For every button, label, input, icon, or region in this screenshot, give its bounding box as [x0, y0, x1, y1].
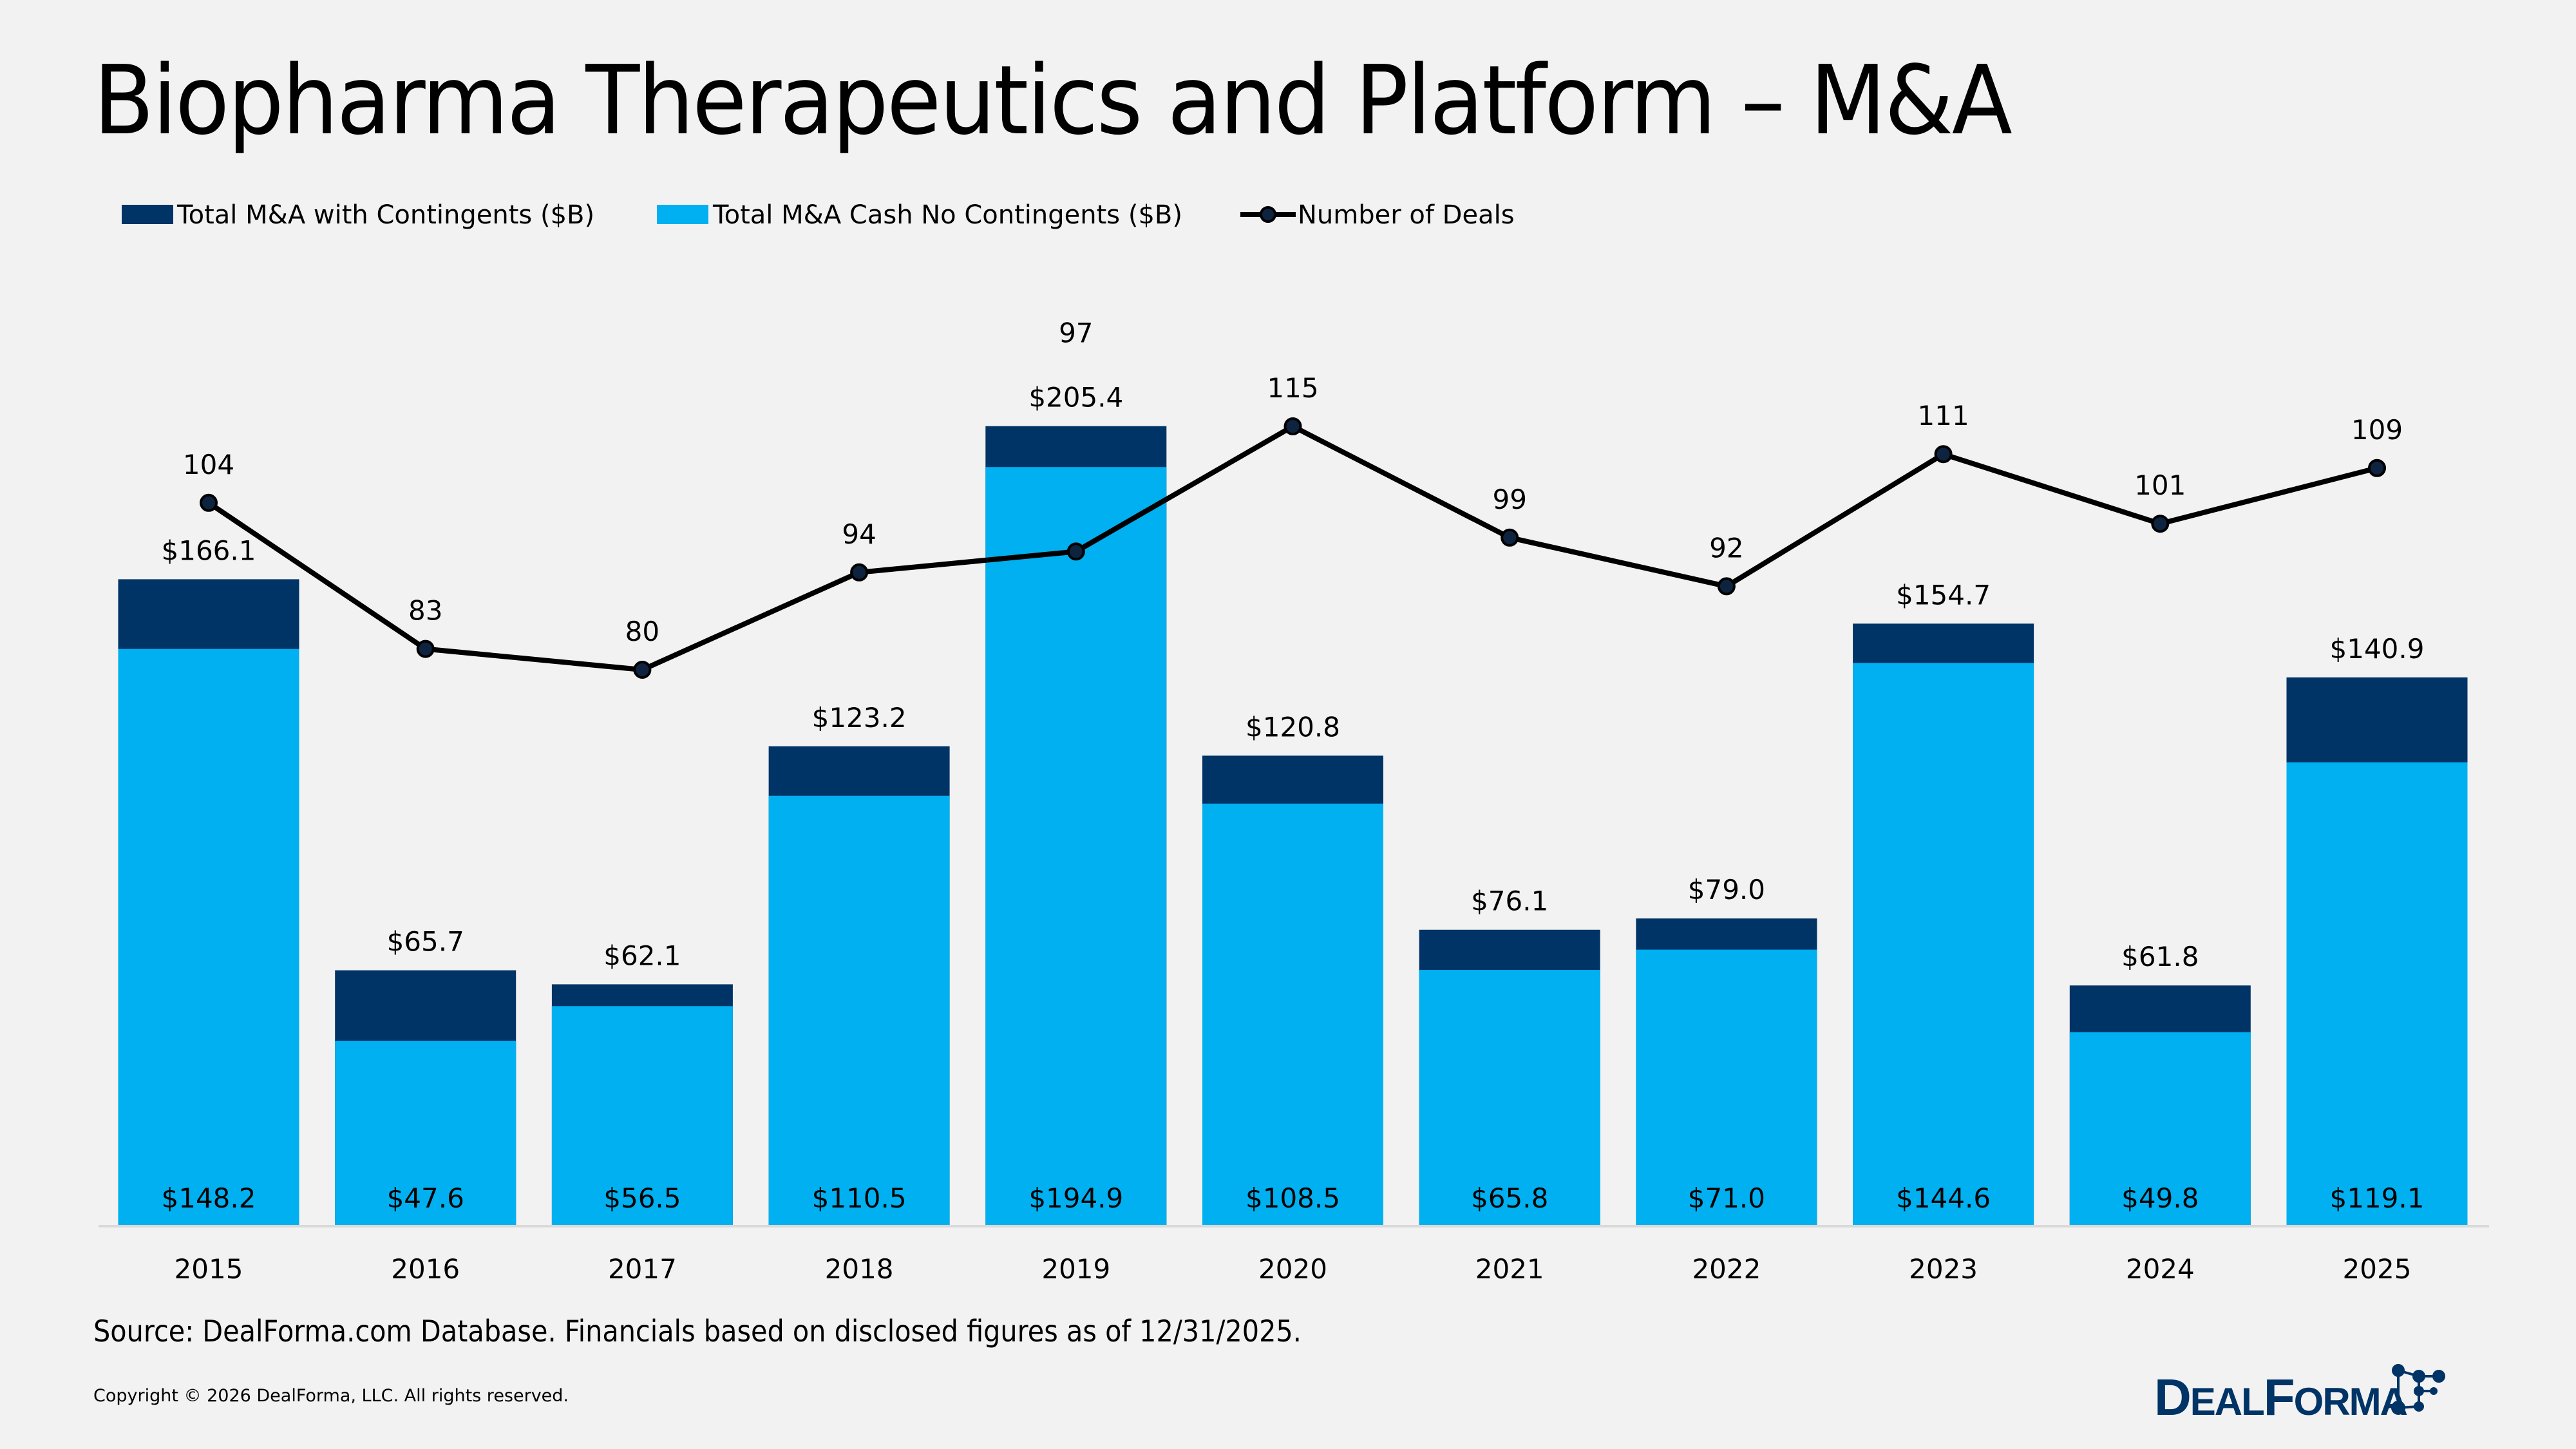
bar-cash-2025 — [2286, 762, 2468, 1226]
label-contingents-2021: $76.1 — [1471, 886, 1548, 917]
legend-label-contingents: Total M&A with Contingents ($B) — [176, 200, 594, 230]
bar-cash-2022 — [1636, 949, 1817, 1226]
label-deals-2017: 80 — [625, 616, 659, 647]
bar-cash-2019 — [985, 467, 1167, 1226]
point-deals-2016 — [416, 639, 435, 658]
bar-cash-2018 — [768, 795, 950, 1226]
svg-text:DEALFORMA: DEALFORMA — [2154, 1368, 2407, 1426]
label-cash-2015: $148.2 — [162, 1182, 256, 1214]
label-deals-2024: 101 — [2134, 469, 2186, 501]
label-cash-2024: $49.8 — [2121, 1182, 2199, 1214]
label-deals-2025: 109 — [2351, 414, 2403, 446]
legend-label-deals: Number of Deals — [1298, 200, 1515, 230]
x-tick-2023: 2023 — [1909, 1253, 1978, 1285]
legend-swatch-cash — [657, 205, 708, 224]
bar-cash-2015 — [118, 649, 299, 1226]
label-contingents-2015: $166.1 — [162, 535, 256, 566]
legend: Total M&A with Contingents ($B) Total M&… — [122, 200, 1515, 230]
x-tick-2019: 2019 — [1041, 1253, 1110, 1285]
label-deals-2023: 111 — [1918, 400, 1969, 431]
point-deals-2018 — [850, 563, 869, 582]
label-cash-2022: $71.0 — [1688, 1182, 1765, 1214]
label-cash-2017: $56.5 — [603, 1182, 681, 1214]
label-deals-2018: 94 — [842, 518, 876, 550]
label-deals-2020: 115 — [1267, 372, 1318, 404]
label-cash-2023: $144.6 — [1896, 1182, 1991, 1214]
point-deals-2019 — [1066, 542, 1085, 561]
point-deals-2025 — [2368, 459, 2386, 477]
bar-cash-2017 — [551, 1006, 733, 1226]
label-contingents-2022: $79.0 — [1688, 874, 1765, 905]
bar-cash-2020 — [1202, 803, 1383, 1226]
legend-swatch-contingents — [122, 205, 173, 224]
label-deals-2021: 99 — [1492, 484, 1526, 515]
label-deals-2015: 104 — [183, 449, 234, 480]
label-contingents-2025: $140.9 — [2330, 633, 2425, 665]
label-deals-2019: 97 — [1059, 317, 1093, 349]
bar-cash-2021 — [1419, 970, 1600, 1226]
point-deals-2021 — [1501, 528, 1519, 547]
label-contingents-2020: $120.8 — [1245, 711, 1340, 743]
label-cash-2016: $47.6 — [387, 1182, 464, 1214]
label-deals-2022: 92 — [1709, 532, 1743, 564]
bar-cash-2023 — [1853, 663, 2034, 1226]
label-contingents-2016: $65.7 — [387, 926, 464, 958]
label-cash-2025: $119.1 — [2330, 1182, 2425, 1214]
bar-cash-2024 — [2069, 1032, 2251, 1226]
label-cash-2019: $194.9 — [1028, 1182, 1123, 1214]
label-contingents-2017: $62.1 — [603, 940, 681, 971]
x-tick-2022: 2022 — [1692, 1253, 1761, 1285]
point-deals-2020 — [1283, 417, 1302, 435]
line-deals — [207, 424, 2378, 672]
x-tick-2021: 2021 — [1475, 1253, 1544, 1285]
x-tick-2015: 2015 — [175, 1253, 243, 1285]
point-deals-2024 — [2151, 515, 2170, 533]
label-cash-2020: $108.5 — [1245, 1182, 1340, 1214]
x-tick-2016: 2016 — [391, 1253, 460, 1285]
source-note: Source: DealForma.com Database. Financia… — [93, 1314, 1302, 1349]
bar-cash-2016 — [335, 1041, 516, 1226]
label-deals-2016: 83 — [408, 595, 442, 627]
label-cash-2021: $65.8 — [1471, 1182, 1548, 1214]
x-tick-2025: 2025 — [2343, 1253, 2412, 1285]
x-tick-2018: 2018 — [825, 1253, 894, 1285]
copyright-note: Copyright © 2026 DealForma, LLC. All rig… — [93, 1386, 569, 1406]
point-deals-2022 — [1717, 577, 1736, 596]
label-contingents-2018: $123.2 — [812, 702, 907, 734]
point-deals-2023 — [1934, 445, 1953, 464]
label-contingents-2024: $61.8 — [2121, 941, 2199, 972]
x-tick-2020: 2020 — [1258, 1253, 1327, 1285]
label-cash-2018: $110.5 — [812, 1182, 907, 1214]
point-deals-2017 — [633, 661, 652, 679]
chart-title: Biopharma Therapeutics and Platform – M&… — [93, 45, 2012, 156]
x-tick-2017: 2017 — [608, 1253, 677, 1285]
x-tick-2024: 2024 — [2126, 1253, 2195, 1285]
legend-marker-deals — [1260, 206, 1276, 223]
label-contingents-2019: $205.4 — [1028, 382, 1123, 413]
dealforma-logo: DEALFORMA — [2154, 1364, 2445, 1426]
legend-label-cash: Total M&A Cash No Contingents ($B) — [712, 200, 1182, 230]
point-deals-2015 — [200, 493, 218, 512]
label-contingents-2023: $154.7 — [1896, 579, 1991, 611]
